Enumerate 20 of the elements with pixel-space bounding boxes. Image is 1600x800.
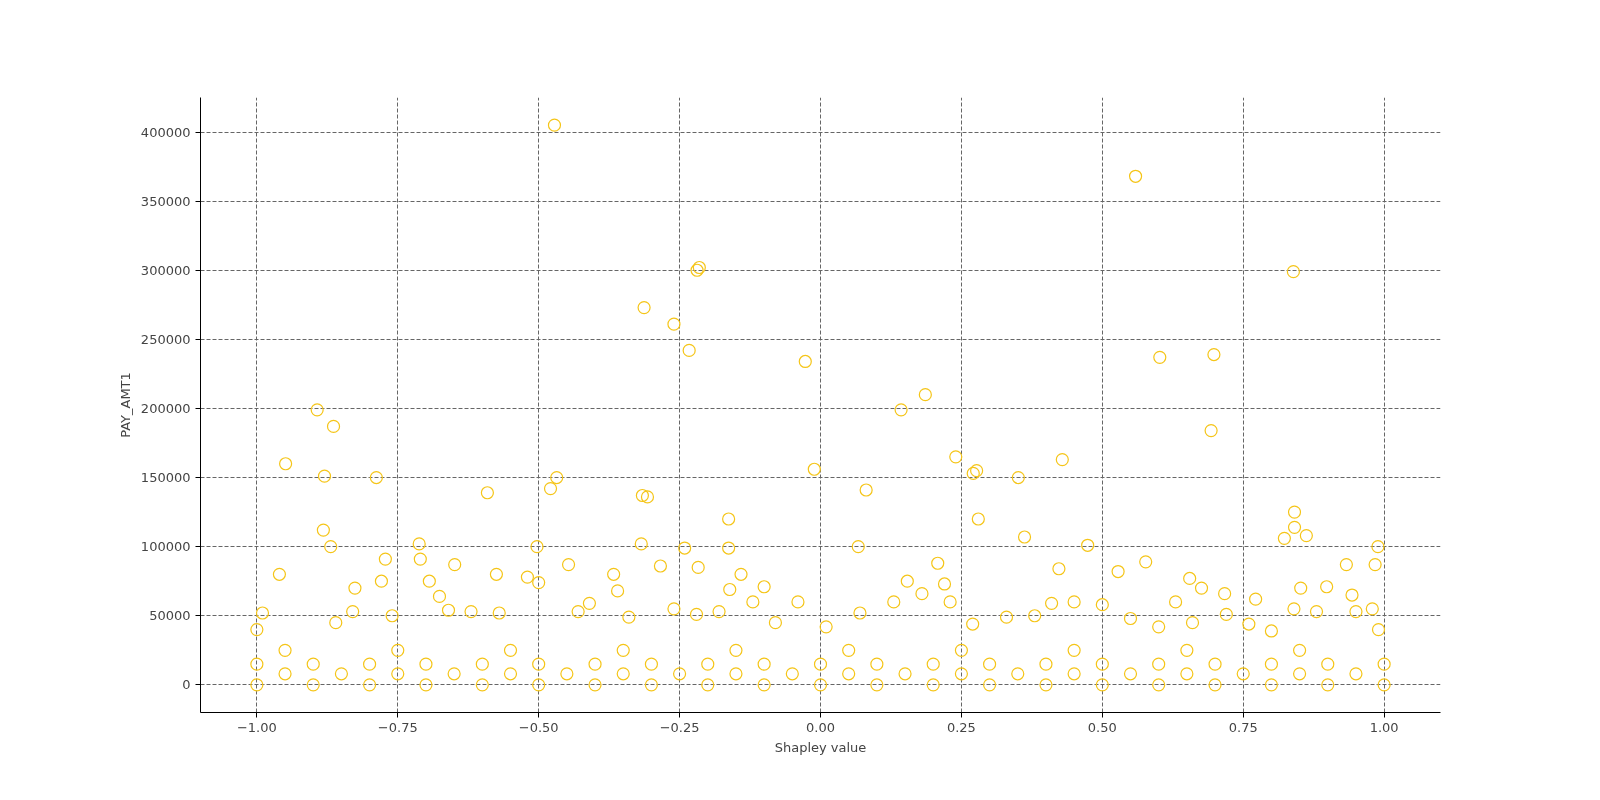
x-tick-label: −0.25	[659, 719, 700, 735]
x-tick-label: 0.25	[946, 719, 976, 735]
x-tick-label: 0.50	[1087, 719, 1117, 735]
y-tick-label: 350000	[140, 193, 191, 209]
y-axis-title: PAY_AMT1	[117, 372, 133, 438]
y-tick-label: 50000	[149, 608, 191, 624]
y-tick-label: 400000	[140, 124, 191, 140]
x-tick-label: −0.75	[377, 719, 418, 735]
x-tick-label: 0.00	[806, 719, 835, 735]
y-tick-label: 250000	[140, 331, 191, 347]
y-tick-label: 150000	[140, 470, 191, 486]
x-tick-label: 0.75	[1228, 719, 1258, 735]
x-tick-label: −1.00	[236, 719, 277, 735]
x-axis-title: Shapley value	[774, 739, 867, 755]
y-tick-label: 300000	[140, 262, 191, 278]
y-tick-label: 0	[182, 677, 191, 693]
y-tick-label: 100000	[140, 539, 191, 555]
y-tick-label: 200000	[140, 400, 191, 416]
x-tick-label: 1.00	[1369, 719, 1399, 735]
x-tick-label: −0.50	[518, 719, 559, 735]
